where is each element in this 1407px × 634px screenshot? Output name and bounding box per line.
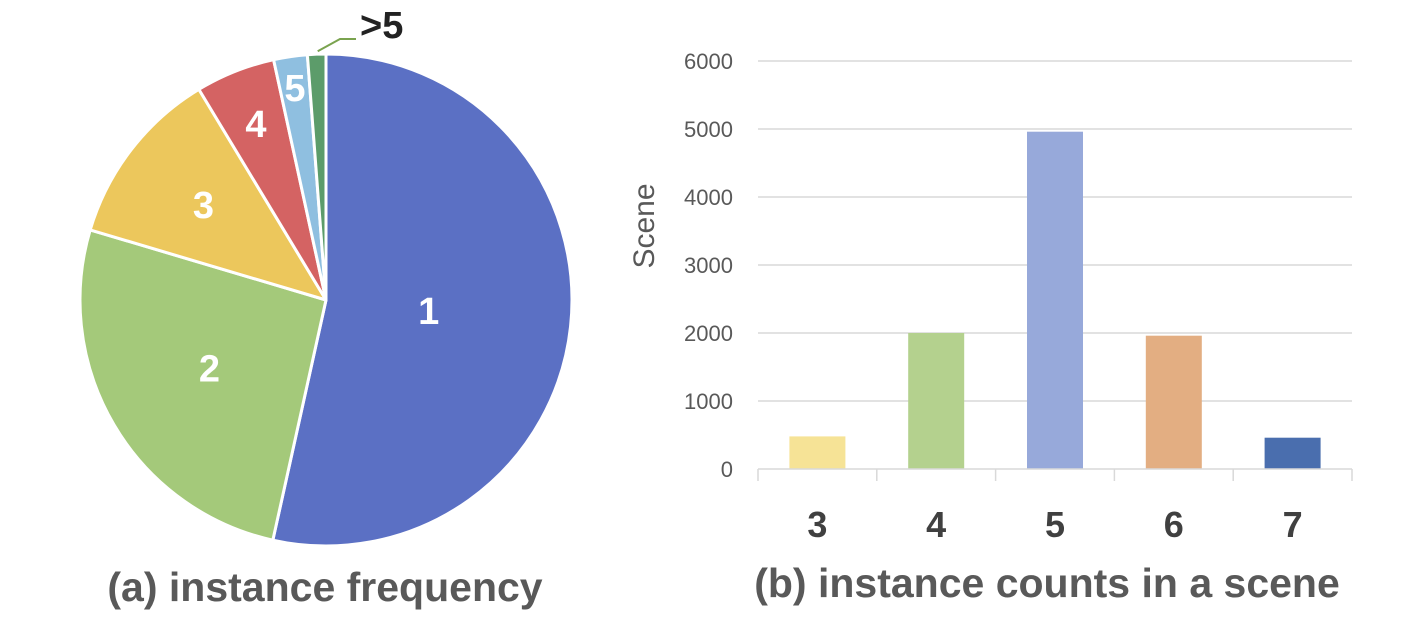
pie-chart: 1 2 345 >5 xyxy=(78,5,574,548)
bar-y-tick-label: 2000 xyxy=(684,321,733,346)
pie-slice-label: 3 xyxy=(193,185,214,227)
bar-y-tick-label: 4000 xyxy=(684,185,733,210)
bar-x-tick-label: 7 xyxy=(1283,504,1303,545)
bar-x-tick-label: 4 xyxy=(926,504,946,545)
pie-outer-label: >5 xyxy=(360,5,403,47)
bar-y-tick-label: 3000 xyxy=(684,253,733,278)
bar-y-tick-label: 5000 xyxy=(684,117,733,142)
bar-3 xyxy=(789,436,846,469)
bar-x-tick-label: 5 xyxy=(1045,504,1065,545)
bar-y-tick-label: 1000 xyxy=(684,389,733,414)
bar-x-tick-labels: 3 4 5 6 7 xyxy=(807,504,1302,545)
bar-x-tick-label: 6 xyxy=(1164,504,1184,545)
bar-chart: 0 1000 2000 3000 4000 5000 6000 3 4 5 6 7 Scene xyxy=(628,49,1353,545)
bar-bars xyxy=(789,131,1321,469)
bar-7 xyxy=(1264,437,1321,469)
bar-6 xyxy=(1145,335,1202,469)
bar-y-axis-title: Scene xyxy=(628,183,661,268)
bar-x-tick-label: 3 xyxy=(807,504,827,545)
pie-slices xyxy=(78,52,574,548)
bar-y-tick-label: 6000 xyxy=(684,49,733,74)
pie-leader-line xyxy=(317,38,356,53)
pie-slice-6 xyxy=(305,52,328,302)
pie-slice-2 xyxy=(78,228,328,542)
bar-y-tick-labels: 0 1000 2000 3000 4000 5000 6000 xyxy=(684,49,733,482)
bar-5 xyxy=(1027,131,1083,469)
pie-slice-label: 4 xyxy=(245,104,266,146)
pie-caption: (a) instance frequency xyxy=(107,564,542,610)
bar-x-axis xyxy=(757,468,1353,481)
pie-slice-label: 5 xyxy=(284,68,305,110)
pie-slice-labels: 1 2 345 >5 xyxy=(193,5,439,391)
bar-y-tick-label: 0 xyxy=(721,457,733,482)
bar-caption: (b) instance counts in a scene xyxy=(754,560,1340,606)
bar-4 xyxy=(908,333,965,469)
pie-slice-1 xyxy=(271,52,574,548)
pie-slice-label: 2 xyxy=(199,349,220,391)
pie-slice-3 xyxy=(88,87,328,302)
pie-slice-label: 1 xyxy=(418,291,439,333)
